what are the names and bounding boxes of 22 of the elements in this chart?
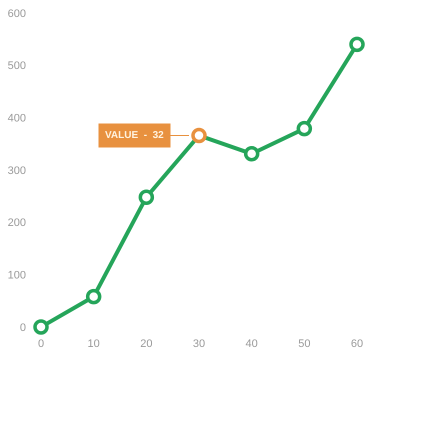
y-tick-label: 0 (20, 322, 26, 334)
point (138, 189, 154, 205)
y-tick-label: 500 (8, 60, 26, 72)
point (349, 36, 365, 52)
point (191, 128, 207, 144)
point (296, 120, 312, 136)
x-tick-label: 30 (192, 338, 206, 350)
point (33, 319, 49, 335)
x-tick-label: 60 (350, 338, 364, 350)
y-tick-label: 200 (8, 217, 26, 230)
x-tick-label: 40 (246, 338, 258, 350)
x-tick-label: 0 (38, 338, 44, 350)
point (86, 288, 102, 304)
annotation: VALUE - 32 (105, 130, 164, 141)
x-tick-label: 50 (298, 338, 310, 350)
y-tick-label: 400 (8, 112, 26, 125)
x-tick-label: 20 (140, 338, 152, 350)
x-tick-label: 10 (88, 338, 100, 350)
y-tick-label: 100 (8, 270, 26, 282)
y-tick-label: 600 (8, 8, 26, 20)
y-tick-label: 300 (8, 164, 26, 177)
point (244, 146, 260, 162)
